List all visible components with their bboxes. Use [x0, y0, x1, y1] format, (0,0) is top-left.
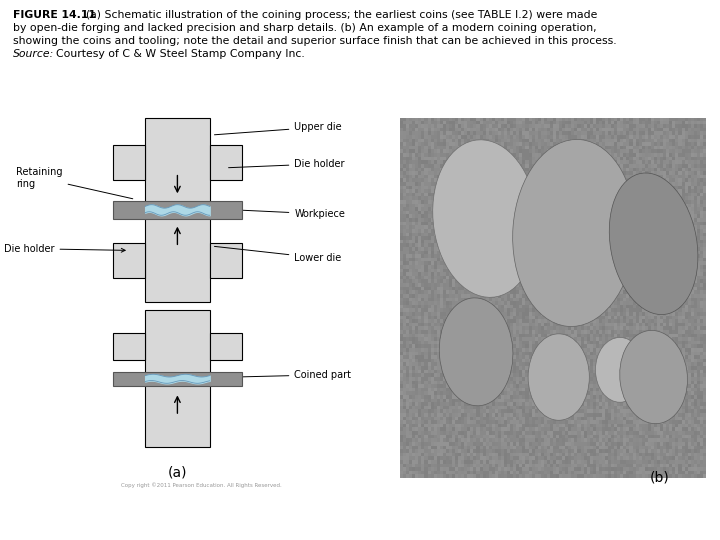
Ellipse shape [620, 330, 688, 424]
Bar [113, 201, 242, 219]
Bar [113, 145, 145, 180]
Text: Coined part: Coined part [215, 370, 351, 380]
Bar [210, 145, 242, 180]
Bar [113, 242, 145, 278]
Text: Upper die: Upper die [215, 122, 342, 135]
Bar [113, 333, 145, 360]
Text: (b): (b) [650, 471, 670, 485]
Bar [113, 372, 242, 386]
Text: Die holder: Die holder [4, 244, 125, 254]
Text: Copy right ©2011 Pearson Education. All Rights Reserved.: Copy right ©2011 Pearson Education. All … [121, 482, 282, 488]
Text: (a) Schematic illustration of the coining process; the earliest coins (see TABLE: (a) Schematic illustration of the coinin… [86, 10, 598, 20]
Text: FIGURE 14.11: FIGURE 14.11 [13, 10, 96, 20]
Text: Copyright ©2014 by Pearson Education, Inc.: Copyright ©2014 by Pearson Education, In… [414, 498, 585, 508]
Text: showing the coins and tooling; note the detail and superior surface finish that : showing the coins and tooling; note the … [13, 36, 616, 46]
Ellipse shape [439, 298, 513, 406]
Ellipse shape [528, 334, 590, 420]
Bar [145, 118, 210, 204]
Text: Retaining
ring: Retaining ring [16, 167, 132, 199]
Text: Courtesy of C & W Steel Stamp Company Inc.: Courtesy of C & W Steel Stamp Company In… [49, 49, 305, 59]
Text: ALWAYS LEARNING: ALWAYS LEARNING [9, 509, 89, 518]
Text: PEARSON: PEARSON [626, 505, 720, 524]
Text: Lower die: Lower die [215, 246, 341, 263]
Bar [210, 333, 242, 360]
Ellipse shape [609, 173, 698, 315]
Text: All rights reserved.: All rights reserved. [414, 521, 487, 530]
Ellipse shape [595, 338, 644, 402]
Text: Die holder: Die holder [228, 159, 345, 169]
Ellipse shape [513, 139, 635, 327]
Bar [145, 384, 210, 448]
Bar [145, 216, 210, 302]
Text: (a): (a) [168, 466, 187, 480]
Text: by open-die forging and lacked precision and sharp details. (b) An example of a : by open-die forging and lacked precision… [13, 23, 597, 33]
Ellipse shape [433, 140, 538, 298]
Text: Serope Kalpakjian | Steven R. Schmid: Serope Kalpakjian | Steven R. Schmid [83, 521, 226, 530]
Text: Workpiece: Workpiece [215, 209, 345, 219]
Bar [210, 242, 242, 278]
Text: Manufacturing Engineering and Technology: Manufacturing Engineering and Technology [83, 498, 249, 508]
Text: Source:: Source: [13, 49, 54, 59]
Bar [145, 310, 210, 373]
Text: , Seventh Edition: , Seventh Edition [243, 498, 308, 508]
